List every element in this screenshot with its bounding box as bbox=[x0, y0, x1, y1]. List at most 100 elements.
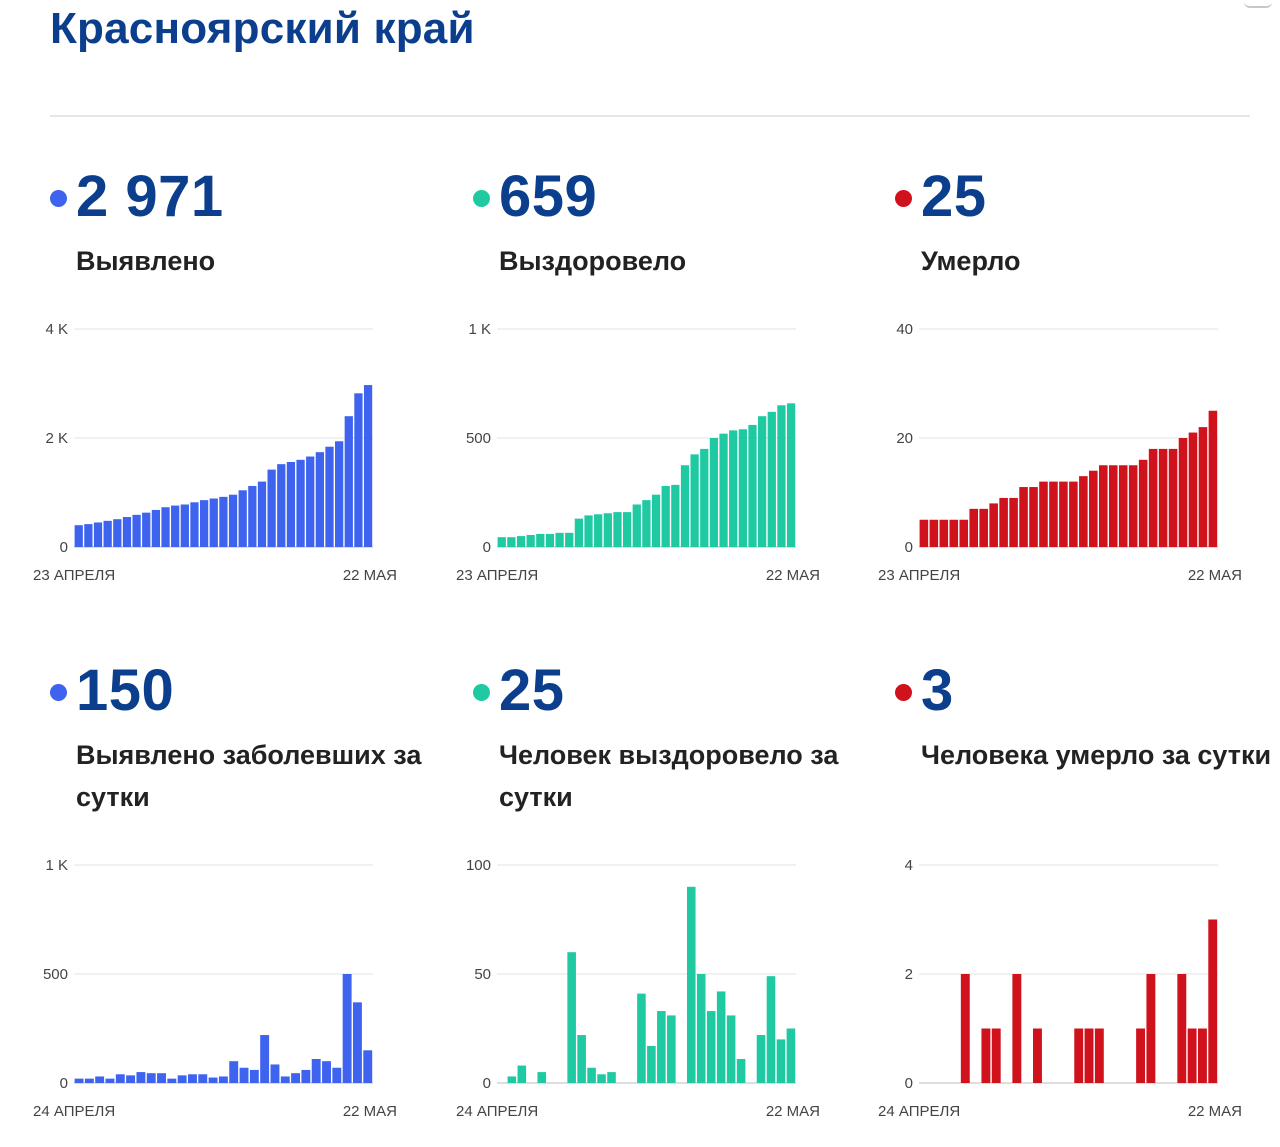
bar bbox=[1029, 487, 1038, 547]
stat-block: 150 Выявлено заболевших за сутки bbox=[50, 656, 430, 812]
bar bbox=[507, 537, 516, 547]
bar bbox=[354, 393, 363, 547]
y-tick-label: 4 bbox=[905, 857, 913, 874]
bar bbox=[352, 1002, 362, 1083]
bar bbox=[239, 1067, 249, 1083]
total-recovered-chart: 1 K 500 0 23 АПРЕЛЯ 22 МАЯ bbox=[456, 321, 820, 584]
bar bbox=[555, 532, 564, 547]
bar bbox=[574, 518, 584, 547]
bar bbox=[228, 494, 238, 547]
bar bbox=[959, 519, 969, 547]
bar bbox=[180, 504, 189, 547]
y-tick-label: 1 K bbox=[468, 321, 491, 338]
bar bbox=[999, 497, 1008, 547]
y-tick-label: 20 bbox=[896, 430, 913, 447]
bar bbox=[709, 438, 719, 547]
bar bbox=[756, 1035, 766, 1083]
series-color-dot bbox=[50, 190, 67, 207]
x-end-label: 22 МАЯ bbox=[766, 567, 820, 584]
bar bbox=[536, 533, 545, 547]
bar bbox=[1033, 1028, 1042, 1083]
bar bbox=[229, 1061, 239, 1083]
bar bbox=[249, 1069, 259, 1083]
bar bbox=[497, 537, 506, 547]
stat-block: 3 Человека умерло за сутки bbox=[895, 656, 1275, 770]
bar bbox=[726, 1015, 736, 1083]
bar bbox=[161, 507, 170, 547]
bars bbox=[960, 919, 1218, 1083]
bar bbox=[1094, 1028, 1104, 1083]
bar bbox=[1079, 476, 1088, 547]
bar bbox=[1019, 487, 1028, 547]
y-tick-label: 1 K bbox=[45, 857, 68, 874]
bar bbox=[647, 1045, 656, 1083]
bar bbox=[280, 1076, 290, 1083]
stat-value: 659 bbox=[499, 164, 598, 229]
bar bbox=[696, 974, 706, 1083]
y-tick-label: 50 bbox=[474, 966, 491, 983]
bar bbox=[113, 519, 122, 547]
bars bbox=[497, 403, 796, 547]
bar bbox=[335, 441, 344, 547]
daily-cases-chart: 1 K 500 0 24 АПРЕЛЯ 22 МАЯ bbox=[33, 857, 397, 1120]
bar bbox=[171, 505, 180, 547]
bar bbox=[738, 429, 747, 547]
bar bbox=[219, 496, 228, 547]
y-tick-label: 4 K bbox=[45, 321, 68, 338]
bar bbox=[1178, 438, 1188, 547]
stat-value: 25 bbox=[499, 658, 565, 723]
y-tick-label: 2 K bbox=[45, 430, 68, 447]
stat-block: 659 Выздоровело bbox=[473, 162, 853, 276]
bar bbox=[979, 508, 988, 547]
bar bbox=[1148, 448, 1158, 547]
stat-label: Человека умерло за сутки bbox=[921, 740, 1272, 770]
bars bbox=[74, 974, 373, 1083]
bar bbox=[642, 500, 651, 547]
stat-value: 25 bbox=[921, 164, 987, 229]
bar bbox=[969, 508, 978, 547]
bar bbox=[115, 1074, 125, 1083]
gridlines bbox=[74, 864, 373, 1084]
x-start-label: 24 АПРЕЛЯ bbox=[456, 1103, 538, 1120]
bar bbox=[363, 1050, 373, 1083]
stat-label: Выявлено bbox=[76, 246, 216, 276]
bar bbox=[1049, 481, 1058, 547]
bar bbox=[686, 886, 696, 1083]
bar bbox=[1074, 1028, 1084, 1083]
bar bbox=[777, 405, 786, 547]
bar bbox=[766, 976, 776, 1083]
bar bbox=[291, 1073, 301, 1083]
bar bbox=[516, 536, 526, 547]
bar bbox=[177, 1075, 187, 1083]
bar bbox=[267, 469, 276, 547]
bar bbox=[1208, 410, 1218, 547]
header-divider bbox=[50, 115, 1250, 117]
y-tick-label: 100 bbox=[466, 857, 491, 874]
bar bbox=[296, 459, 305, 547]
bar bbox=[1128, 465, 1138, 547]
bar bbox=[103, 520, 112, 547]
bar bbox=[584, 515, 593, 547]
bar bbox=[613, 512, 622, 547]
bar bbox=[74, 525, 83, 547]
y-tick-labels: 40 20 0 bbox=[896, 321, 913, 556]
bar bbox=[587, 1067, 596, 1083]
bar bbox=[1084, 1028, 1094, 1083]
bar bbox=[758, 416, 767, 547]
x-end-label: 22 МАЯ bbox=[343, 1103, 397, 1120]
stat-value: 2 971 bbox=[76, 164, 224, 229]
series-color-dot bbox=[895, 190, 912, 207]
bar bbox=[1146, 974, 1156, 1083]
stat-block: 25 Умерло bbox=[895, 162, 1275, 276]
bar bbox=[690, 454, 699, 547]
bar bbox=[989, 503, 998, 547]
bar bbox=[260, 1035, 270, 1083]
bar bbox=[1059, 481, 1068, 547]
bars bbox=[919, 410, 1218, 547]
bar bbox=[776, 1039, 786, 1083]
bar bbox=[545, 533, 555, 547]
series-color-dot bbox=[895, 684, 912, 701]
bar bbox=[517, 1065, 527, 1083]
bar bbox=[729, 430, 738, 547]
bar bbox=[939, 519, 949, 547]
